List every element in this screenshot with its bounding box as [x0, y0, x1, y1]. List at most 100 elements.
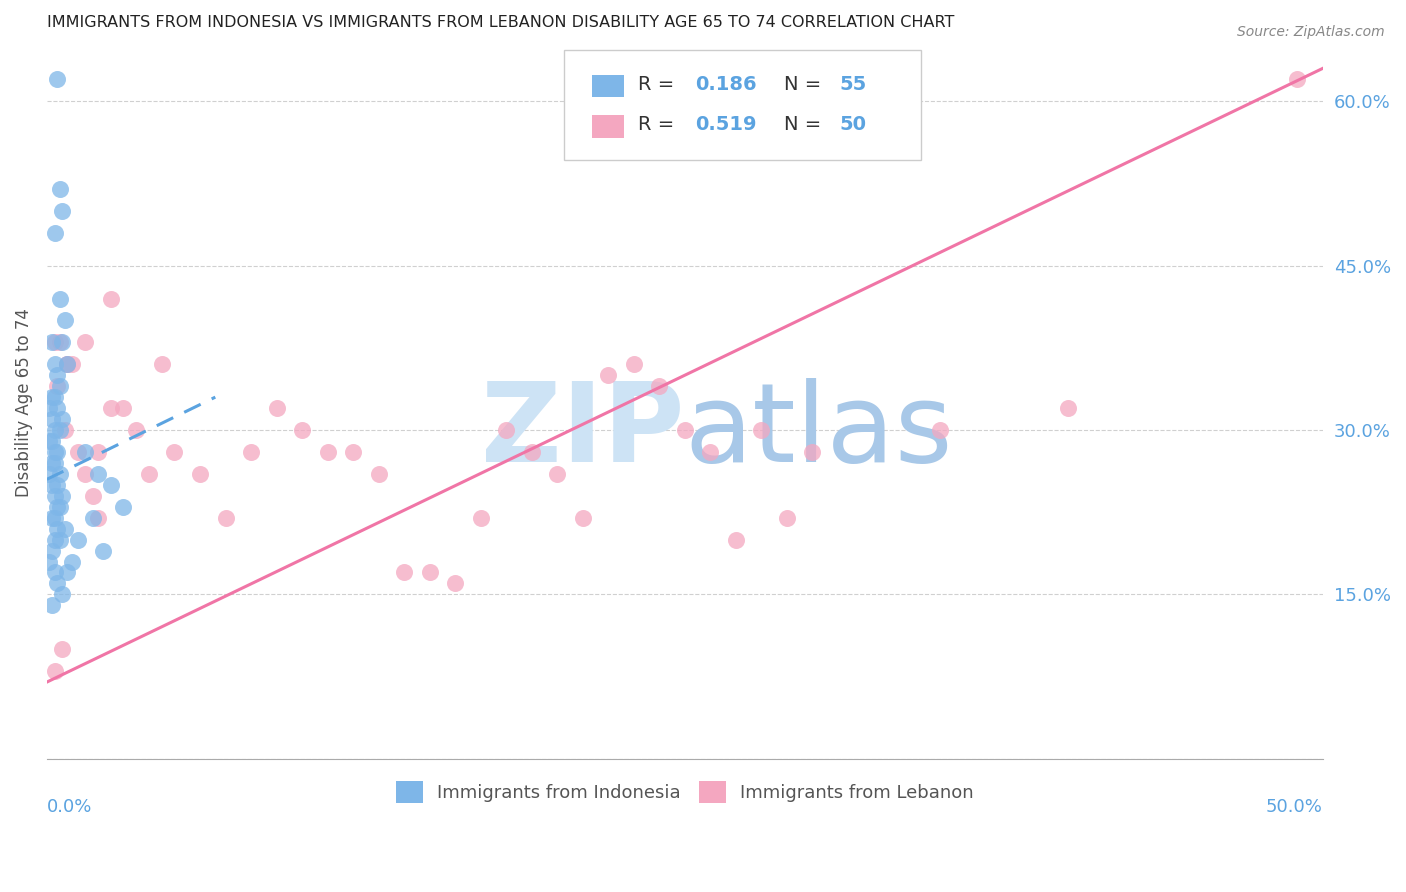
- Point: [46, 401, 69, 416]
- Point: [87, 445, 110, 459]
- Point: [648, 379, 671, 393]
- Point: [48, 467, 70, 481]
- Text: Source: ZipAtlas.com: Source: ZipAtlas.com: [1237, 25, 1385, 39]
- Text: 50.0%: 50.0%: [1265, 798, 1323, 816]
- Point: [214, 510, 236, 524]
- Point: [91, 543, 114, 558]
- Point: [41, 335, 63, 350]
- Point: [150, 357, 173, 371]
- Point: [75, 467, 97, 481]
- Point: [444, 576, 467, 591]
- Text: 0.186: 0.186: [695, 75, 756, 94]
- Point: [51, 587, 73, 601]
- Point: [112, 500, 135, 514]
- Point: [60, 357, 83, 371]
- Point: [188, 467, 211, 481]
- Point: [724, 533, 747, 547]
- Point: [44, 423, 66, 437]
- Point: [48, 533, 70, 547]
- Point: [46, 72, 69, 87]
- Point: [41, 412, 63, 426]
- Point: [82, 489, 104, 503]
- Point: [44, 226, 66, 240]
- Point: [470, 510, 492, 524]
- Point: [46, 478, 69, 492]
- Point: [138, 467, 160, 481]
- Point: [112, 401, 135, 416]
- Point: [316, 445, 339, 459]
- Point: [44, 533, 66, 547]
- FancyBboxPatch shape: [592, 115, 624, 137]
- Point: [367, 467, 389, 481]
- Point: [392, 566, 415, 580]
- Point: [520, 445, 543, 459]
- Point: [48, 500, 70, 514]
- Point: [623, 357, 645, 371]
- Point: [41, 456, 63, 470]
- Text: R =: R =: [637, 75, 681, 94]
- Text: R =: R =: [637, 115, 681, 135]
- Point: [48, 292, 70, 306]
- Point: [82, 510, 104, 524]
- Y-axis label: Disability Age 65 to 74: Disability Age 65 to 74: [15, 308, 32, 497]
- Point: [48, 182, 70, 196]
- Point: [56, 357, 79, 371]
- Point: [48, 379, 70, 393]
- Point: [56, 357, 79, 371]
- Point: [125, 423, 148, 437]
- Point: [44, 489, 66, 503]
- Point: [699, 445, 721, 459]
- Point: [419, 566, 441, 580]
- Point: [51, 203, 73, 218]
- Point: [41, 478, 63, 492]
- Point: [53, 423, 76, 437]
- Point: [571, 510, 593, 524]
- Point: [44, 390, 66, 404]
- Point: [100, 292, 122, 306]
- Point: [48, 335, 70, 350]
- Legend: Immigrants from Indonesia, Immigrants from Lebanon: Immigrants from Indonesia, Immigrants fr…: [388, 774, 981, 810]
- Text: IMMIGRANTS FROM INDONESIA VS IMMIGRANTS FROM LEBANON DISABILITY AGE 65 TO 74 COR: IMMIGRANTS FROM INDONESIA VS IMMIGRANTS …: [46, 15, 955, 30]
- Point: [100, 401, 122, 416]
- Point: [38, 555, 60, 569]
- Text: N =: N =: [785, 115, 828, 135]
- Point: [48, 423, 70, 437]
- Point: [41, 599, 63, 613]
- Point: [56, 566, 79, 580]
- Point: [44, 445, 66, 459]
- Text: 0.519: 0.519: [695, 115, 756, 135]
- Point: [163, 445, 186, 459]
- Point: [38, 467, 60, 481]
- Point: [44, 664, 66, 678]
- Point: [100, 478, 122, 492]
- Point: [66, 445, 89, 459]
- Point: [46, 379, 69, 393]
- Text: 0.0%: 0.0%: [46, 798, 93, 816]
- Text: atlas: atlas: [685, 377, 953, 484]
- Point: [51, 489, 73, 503]
- Point: [44, 510, 66, 524]
- Point: [546, 467, 568, 481]
- Point: [51, 642, 73, 657]
- Point: [75, 445, 97, 459]
- Point: [75, 335, 97, 350]
- Point: [598, 368, 620, 383]
- Point: [1056, 401, 1078, 416]
- Point: [46, 522, 69, 536]
- Point: [66, 533, 89, 547]
- Point: [87, 510, 110, 524]
- Point: [87, 467, 110, 481]
- Point: [46, 500, 69, 514]
- Point: [53, 313, 76, 327]
- Point: [46, 445, 69, 459]
- Point: [38, 401, 60, 416]
- Point: [46, 576, 69, 591]
- Point: [51, 412, 73, 426]
- Point: [53, 522, 76, 536]
- FancyBboxPatch shape: [592, 75, 624, 97]
- Point: [51, 335, 73, 350]
- Point: [495, 423, 517, 437]
- Point: [41, 434, 63, 448]
- Text: ZIP: ZIP: [481, 377, 685, 484]
- Point: [673, 423, 696, 437]
